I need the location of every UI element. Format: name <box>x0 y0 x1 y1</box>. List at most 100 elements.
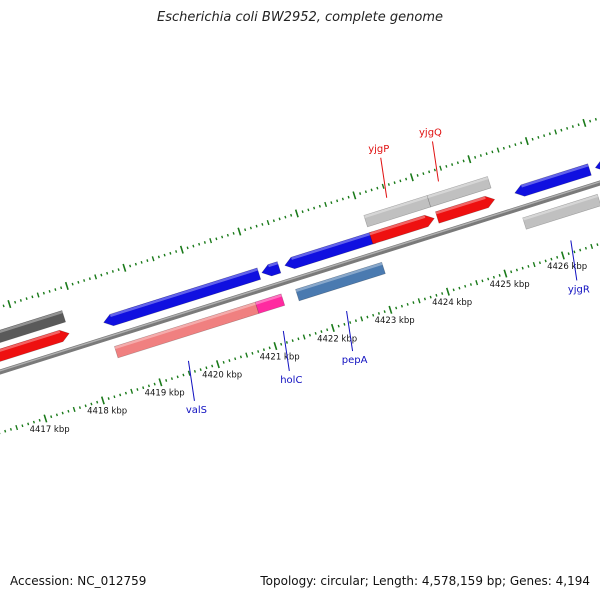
tick-mark <box>571 125 574 128</box>
tick-mark <box>50 415 53 419</box>
tick-mark <box>239 355 242 359</box>
label-leader <box>380 157 388 198</box>
tick-mark <box>290 213 293 217</box>
tick-mark <box>257 350 260 353</box>
tick-mark <box>273 341 278 351</box>
outer-tick-ring <box>2 117 597 309</box>
tick-mark <box>226 233 229 237</box>
tick-mark <box>111 270 114 273</box>
tick-mark <box>531 137 534 141</box>
tick-mark <box>157 255 160 259</box>
tick-mark <box>54 288 57 291</box>
tick-mark <box>27 422 30 426</box>
tick-mark <box>354 319 357 323</box>
tick-mark <box>107 397 110 400</box>
tick-mark <box>589 119 592 123</box>
tick-mark <box>165 379 168 382</box>
tick-mark <box>543 134 546 138</box>
tick-mark <box>393 181 396 185</box>
feature-highlight <box>109 268 258 317</box>
tick-mark <box>320 330 323 333</box>
tick-mark <box>130 388 134 394</box>
tick-mark <box>330 323 335 332</box>
tick-mark <box>596 243 599 247</box>
tick-mark <box>521 266 524 270</box>
tick-mark <box>347 195 350 199</box>
tick-mark <box>96 400 99 404</box>
scale-label: 4418 kbp <box>87 407 127 417</box>
tick-mark <box>55 413 58 417</box>
tick-mark <box>284 215 287 219</box>
feature-highlight <box>522 194 599 221</box>
tick-mark <box>372 313 375 317</box>
tick-mark <box>395 306 398 310</box>
tick-mark <box>272 219 275 223</box>
tick-mark <box>38 418 41 422</box>
tick-mark <box>429 295 432 299</box>
feature-red-left <box>0 329 70 362</box>
gene-label-valS: valS <box>186 405 207 416</box>
tick-mark <box>21 424 24 428</box>
tick-mark <box>324 201 328 208</box>
tick-mark <box>48 289 51 293</box>
tick-mark <box>268 346 271 350</box>
tick-mark <box>136 388 139 391</box>
scale-label: 4420 kbp <box>202 371 242 381</box>
tick-mark <box>94 274 98 280</box>
scale-label: 4417 kbp <box>30 425 70 435</box>
tick-mark <box>244 228 247 232</box>
tick-mark <box>2 304 5 308</box>
tick-mark <box>439 165 443 171</box>
feature-yjgR-blue <box>514 163 592 197</box>
genome-summary-text: Topology: circular; Length: 4,578,159 bp… <box>260 574 590 588</box>
tick-mark <box>308 333 311 337</box>
tick-mark <box>313 206 316 210</box>
tick-mark <box>205 366 208 370</box>
tick-mark <box>590 243 594 250</box>
tick-mark <box>187 370 191 376</box>
tick-mark <box>441 292 444 295</box>
feature-highlight <box>369 215 426 236</box>
feature-yjgP-red <box>368 214 435 245</box>
tick-mark <box>278 217 281 221</box>
tick-mark <box>577 123 580 127</box>
tick-mark <box>451 163 454 166</box>
tick-mark <box>158 378 163 387</box>
tick-mark <box>72 406 76 413</box>
tick-mark <box>100 273 103 277</box>
feature-steel-cds <box>295 261 386 302</box>
tick-mark <box>117 268 120 272</box>
tick-mark <box>15 424 19 431</box>
tick-mark <box>192 244 195 248</box>
tick-mark <box>179 245 184 254</box>
tick-mark <box>550 257 553 261</box>
tick-mark <box>88 277 91 281</box>
tick-mark <box>360 316 364 322</box>
tick-mark <box>503 269 508 278</box>
label-leader <box>282 330 290 372</box>
tick-mark <box>78 406 81 410</box>
tick-mark <box>170 377 173 381</box>
tick-mark <box>560 128 563 132</box>
tick-mark <box>151 256 155 262</box>
tick-mark <box>228 359 231 362</box>
tick-mark <box>215 360 220 369</box>
tick-mark <box>445 164 448 168</box>
tick-mark <box>19 299 22 302</box>
tick-mark <box>366 315 369 319</box>
tick-mark <box>146 259 149 262</box>
tick-mark <box>251 351 254 355</box>
map-title: Escherichia coli BW2952, complete genome <box>157 10 443 25</box>
label-leader <box>431 141 439 182</box>
feature-far-right-blue <box>594 160 600 170</box>
tick-mark <box>203 241 206 244</box>
tick-mark <box>285 341 288 344</box>
tick-mark <box>175 250 178 253</box>
tick-mark <box>496 147 500 153</box>
tick-mark <box>266 219 270 226</box>
tick-mark <box>524 136 529 146</box>
tick-mark <box>479 154 482 157</box>
tick-mark <box>538 261 541 265</box>
tick-mark <box>349 321 352 324</box>
tick-mark <box>61 411 64 415</box>
